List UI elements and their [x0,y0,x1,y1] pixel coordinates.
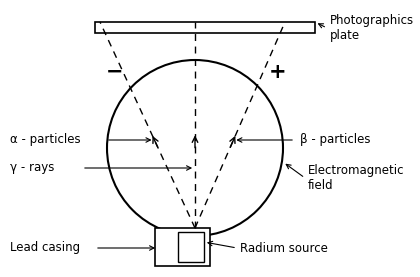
Bar [95,22,315,33]
Bar [155,228,210,266]
Text: α - particles: α - particles [10,134,81,147]
Bar [178,232,204,262]
Text: Photographics
plate: Photographics plate [330,14,414,42]
Text: β - particles: β - particles [300,134,370,147]
Text: γ - rays: γ - rays [10,161,54,175]
Text: Radium source: Radium source [240,242,328,255]
Text: −: − [106,62,124,82]
Text: Electromagnetic
field: Electromagnetic field [308,164,404,192]
Text: +: + [269,62,287,82]
Text: Lead casing: Lead casing [10,242,80,255]
